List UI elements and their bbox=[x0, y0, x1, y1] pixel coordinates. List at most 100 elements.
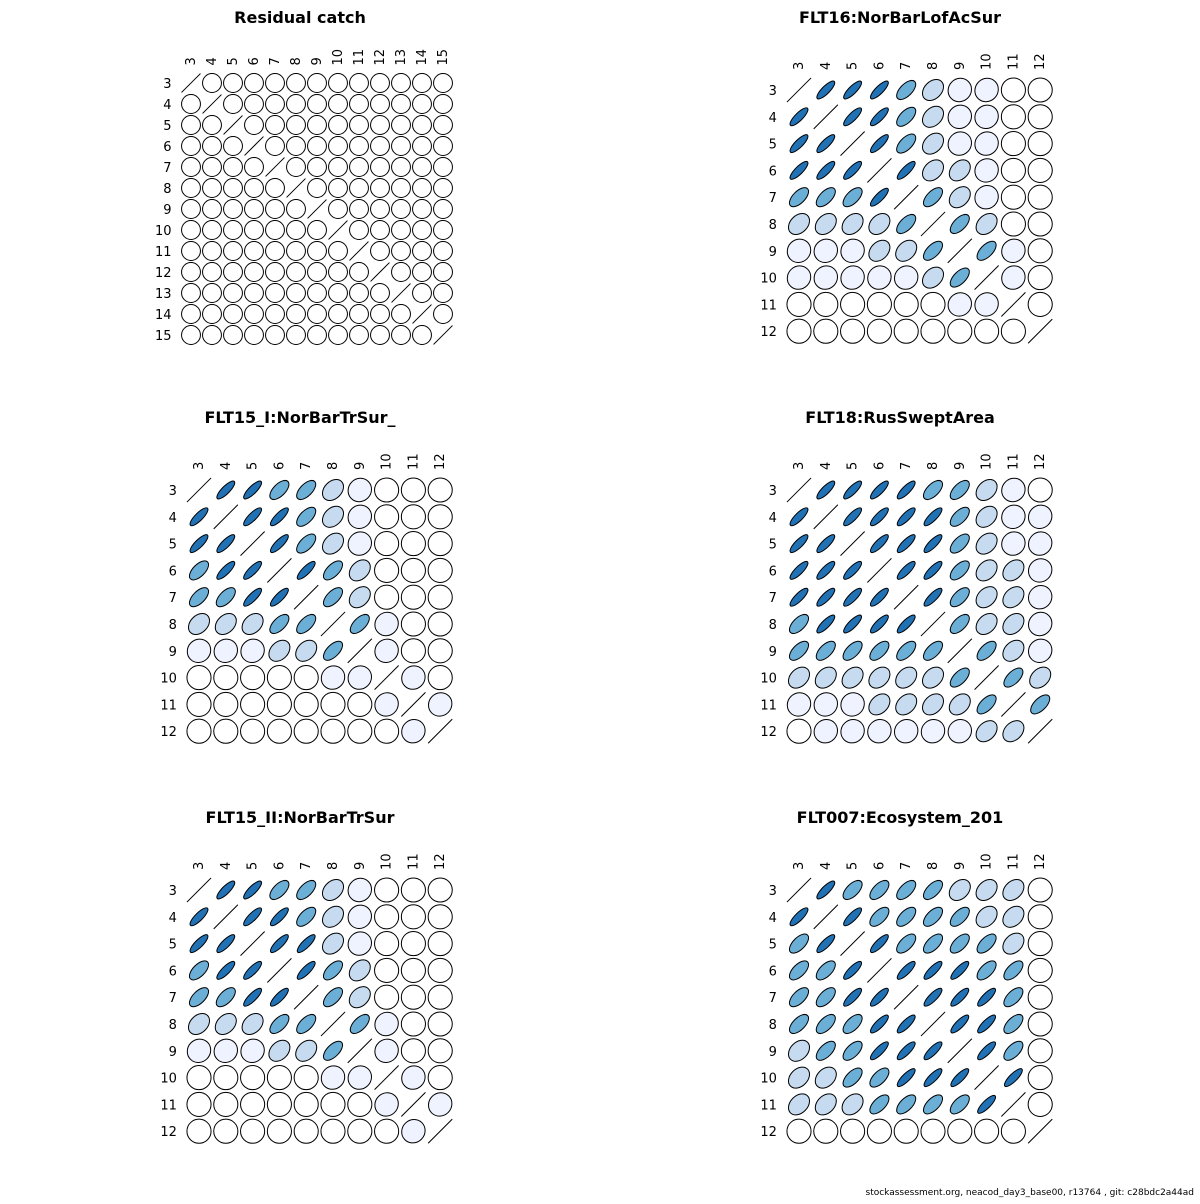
correlation-ellipse bbox=[896, 106, 917, 127]
correlation-ellipse bbox=[412, 157, 432, 177]
correlation-ellipse bbox=[391, 94, 411, 114]
correlation-ellipse bbox=[266, 1065, 292, 1091]
correlation-ellipse bbox=[374, 957, 400, 983]
correlation-ellipse bbox=[813, 318, 839, 344]
correlation-ellipse bbox=[286, 136, 306, 156]
correlation-ellipse bbox=[1003, 987, 1024, 1008]
column-label: 11 bbox=[1006, 853, 1021, 870]
correlation-ellipse bbox=[1027, 1065, 1053, 1091]
correlation-ellipse bbox=[974, 131, 999, 156]
column-label: 5 bbox=[226, 57, 241, 65]
diagonal-mark bbox=[840, 931, 866, 957]
correlation-ellipse bbox=[186, 1091, 212, 1117]
diagonal-mark bbox=[786, 77, 812, 103]
correlation-ellipse bbox=[322, 560, 344, 581]
correlation-ellipse bbox=[949, 533, 970, 554]
correlation-ellipse bbox=[293, 691, 319, 717]
correlation-ellipse bbox=[321, 532, 345, 555]
correlation-ellipse bbox=[843, 160, 863, 180]
correlation-ellipse bbox=[948, 159, 971, 182]
correlation-ellipse bbox=[922, 906, 944, 927]
correlation-ellipse bbox=[244, 73, 264, 93]
column-label: 8 bbox=[926, 462, 941, 470]
row-label: 11 bbox=[160, 1098, 177, 1113]
correlation-ellipse bbox=[374, 984, 400, 1010]
column-label: 3 bbox=[192, 462, 207, 470]
correlation-ellipse bbox=[269, 987, 289, 1007]
row-label: 6 bbox=[769, 964, 777, 979]
correlation-ellipse bbox=[391, 157, 411, 177]
correlation-ellipse bbox=[841, 212, 864, 236]
correlation-ellipse bbox=[244, 220, 264, 240]
correlation-ellipse bbox=[244, 241, 264, 261]
correlation-ellipse bbox=[269, 507, 289, 527]
correlation-ellipse bbox=[868, 239, 891, 262]
correlation-ellipse bbox=[948, 878, 971, 902]
column-label: 8 bbox=[926, 62, 941, 70]
correlation-ellipse bbox=[374, 584, 400, 610]
column-label: 3 bbox=[792, 862, 807, 870]
correlation-ellipse bbox=[400, 877, 426, 903]
column-label: 5 bbox=[246, 862, 261, 870]
correlation-ellipse bbox=[347, 504, 373, 530]
correlation-ellipse bbox=[947, 292, 973, 317]
correlation-ellipse bbox=[374, 1038, 399, 1064]
correlation-ellipse bbox=[975, 612, 998, 636]
correlation-ellipse bbox=[976, 933, 997, 954]
correlation-ellipse bbox=[391, 304, 411, 324]
diagonal-mark bbox=[328, 220, 348, 240]
correlation-ellipse bbox=[286, 283, 306, 303]
correlation-ellipse bbox=[977, 1041, 997, 1061]
correlation-ellipse bbox=[240, 665, 266, 691]
correlation-ellipse bbox=[307, 178, 327, 198]
correlation-ellipse bbox=[328, 283, 348, 303]
column-label: 7 bbox=[299, 862, 314, 870]
correlation-ellipse bbox=[1000, 184, 1026, 210]
correlation-ellipse bbox=[216, 880, 236, 900]
correlation-ellipse bbox=[427, 504, 453, 530]
correlation-ellipse bbox=[401, 1118, 426, 1144]
correlation-ellipse bbox=[949, 906, 970, 927]
row-label: 15 bbox=[155, 329, 172, 344]
correlation-ellipse bbox=[214, 1012, 237, 1036]
column-label: 12 bbox=[433, 453, 448, 470]
correlation-ellipse bbox=[391, 262, 411, 282]
correlation-ellipse bbox=[266, 1091, 292, 1117]
correlation-ellipse bbox=[947, 104, 973, 130]
correlation-panel: FLT15_II:NorBarTrSur 3 4 5 6 7 8 9 10 11 12 3 4 5 6 7 8 9… bbox=[160, 808, 453, 1144]
correlation-ellipse bbox=[787, 212, 811, 236]
correlation-ellipse bbox=[813, 1118, 839, 1144]
correlation-ellipse bbox=[412, 283, 432, 303]
correlation-ellipse bbox=[269, 879, 290, 901]
column-label: 9 bbox=[353, 462, 368, 470]
diagonal-mark bbox=[866, 157, 892, 183]
correlation-ellipse bbox=[265, 304, 285, 324]
correlation-ellipse bbox=[896, 79, 917, 101]
correlation-ellipse bbox=[869, 987, 889, 1007]
row-label: 12 bbox=[760, 1125, 777, 1140]
correlation-ellipse bbox=[400, 611, 426, 637]
correlation-ellipse bbox=[328, 73, 348, 93]
diagonal-mark bbox=[866, 557, 892, 583]
correlation-ellipse bbox=[370, 304, 390, 324]
correlation-ellipse bbox=[374, 931, 400, 957]
correlation-ellipse bbox=[181, 220, 201, 240]
correlation-ellipse bbox=[215, 987, 236, 1008]
correlation-ellipse bbox=[186, 691, 212, 717]
correlation-ellipse bbox=[974, 318, 1000, 344]
correlation-ellipse bbox=[1027, 477, 1053, 503]
correlation-ellipse bbox=[1002, 905, 1025, 928]
column-label: 9 bbox=[953, 862, 968, 870]
column-label: 6 bbox=[247, 57, 262, 65]
correlation-ellipse bbox=[265, 94, 285, 114]
correlation-ellipse bbox=[869, 187, 889, 207]
row-label: 11 bbox=[760, 698, 777, 713]
row-label: 6 bbox=[769, 164, 777, 179]
column-label: 11 bbox=[1006, 53, 1021, 70]
correlation-ellipse bbox=[322, 587, 344, 608]
column-label: 6 bbox=[872, 862, 887, 870]
correlation-ellipse bbox=[374, 611, 399, 637]
column-label: 9 bbox=[953, 462, 968, 470]
